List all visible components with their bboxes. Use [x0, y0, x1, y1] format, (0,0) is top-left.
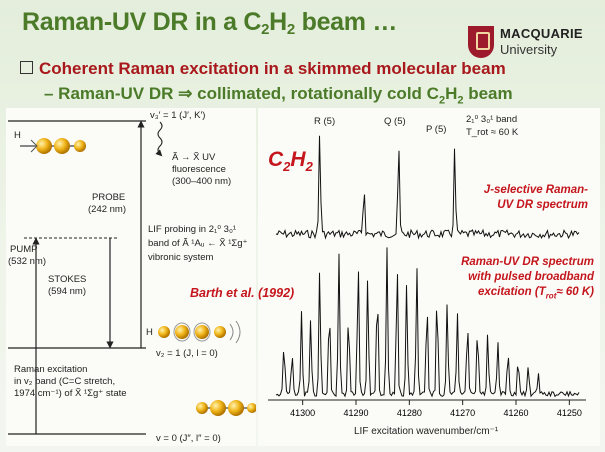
band-label: 2₁⁰ 3₀¹ band: [466, 114, 518, 125]
raman-label-3: 1974 cm⁻¹) of X̃ ¹Σg⁺ state: [14, 388, 127, 399]
energy-diagram-svg: [8, 120, 256, 435]
level-v2-label: v₂ = 1 (J, l = 0): [156, 348, 218, 359]
fluorescence-label-3: (300–400 nm): [172, 176, 232, 187]
checkbox-bullet-icon: [20, 61, 33, 74]
x-tick-label: 41300: [290, 408, 315, 418]
lif-label-3: vibronic system: [148, 252, 214, 263]
pump-label: PUMP: [10, 244, 38, 255]
lif-label-2: band of Ã ¹Aᵤ ← X̃ ¹Σg⁺: [148, 238, 248, 249]
x-ticks: 41300 41290 41280 41270 41260 41250: [290, 400, 582, 418]
bullet-point-1: Coherent Raman excitation in a skimmed m…: [20, 59, 506, 79]
carbon-atom-icon: [210, 400, 226, 416]
carbon-atom-icon: [228, 400, 244, 416]
trace-broadband: [275, 247, 580, 398]
annotation-broadband-1: Raman-UV DR spectrum: [461, 256, 594, 268]
bullet-point-2: – Raman-UV DR ⇒ collimated, rotationally…: [44, 84, 513, 107]
trace-j-selective: [275, 135, 580, 240]
rotational-temperature-label: T_rot ≈ 60 K: [466, 127, 519, 138]
fluorescence-arrow: [155, 121, 163, 157]
hydrogen-atom-icon: [74, 140, 86, 152]
annotation-j-selective-2: UV DR spectrum: [497, 199, 588, 211]
slide-title: Raman-UV DR in a C2H2 beam …: [22, 8, 398, 38]
annotation-j-selective-1: J-selective Raman-: [483, 184, 588, 196]
x-axis-label: LIF excitation wavenumber/cm⁻¹: [354, 426, 499, 437]
crest-icon: [468, 26, 494, 58]
raman-label-1: Raman excitation: [14, 364, 88, 375]
hydrogen-atom-icon: [196, 402, 208, 414]
probe-label: PROBE: [92, 192, 126, 203]
level-ground-label: v = 0 (J″, l″ = 0): [156, 433, 221, 444]
vibration-icon: [229, 320, 241, 344]
carbon-atom-icon: [36, 138, 52, 154]
molecule-label: C2H2: [268, 148, 313, 175]
level-upper-label: v₃′ = 1 (J′, K′): [150, 110, 206, 121]
hydrogen-atom-icon: [158, 326, 170, 338]
annotation-broadband-2: with pulsed broadband: [468, 271, 594, 283]
logo-name: MACQUARIE: [500, 26, 583, 41]
x-tick-label: 41260: [503, 408, 528, 418]
h-label: H: [146, 327, 153, 338]
spectra-panel: 41300 41290 41280 41270 41260 41250 C2H2 R (5…: [258, 108, 600, 446]
probe-wavelength: (242 nm): [88, 204, 127, 215]
fluorescence-label-1: Ã → X̃ UV: [172, 152, 216, 163]
peak-label-r5: R (5): [314, 116, 336, 127]
fluorescence-label-2: fluorescence: [172, 164, 226, 175]
spectra-svg: 41300 41290 41280 41270 41260 41250: [268, 135, 586, 418]
h-label: H: [14, 130, 21, 141]
x-tick-label: 41280: [397, 408, 422, 418]
carbon-atom-icon: [54, 138, 70, 154]
stokes-label: STOKES: [48, 274, 87, 285]
carbon-atom-icon: [195, 325, 209, 339]
university-logo: MACQUARIE University: [468, 26, 592, 60]
lif-label-1: LIF probing in 2₁⁰ 3₀¹: [148, 224, 237, 235]
carbon-atom-icon: [175, 325, 189, 339]
x-tick-label: 41290: [343, 408, 368, 418]
x-tick-label: 41250: [557, 408, 582, 418]
pump-wavelength: (532 nm): [8, 256, 47, 267]
stokes-wavelength: (594 nm): [48, 286, 87, 297]
vibration-icon: [30, 139, 38, 153]
hydrogen-atom-icon: [247, 403, 256, 413]
citation: Barth et al. (1992): [190, 286, 295, 300]
annotation-broadband-3: excitation (Trot≈ 60 K): [477, 286, 594, 301]
logo-subname: University: [500, 42, 558, 57]
peak-label-q5: Q (5): [384, 116, 406, 127]
energy-level-diagram: v₃′ = 1 (J′, K′) H Ã → X̃ UV fluorescenc…: [6, 108, 256, 446]
hydrogen-atom-icon: [214, 326, 226, 338]
x-tick-label: 41270: [450, 408, 475, 418]
raman-label-2: in v₂ band (C=C stretch,: [14, 376, 116, 387]
peak-label-p5: P (5): [426, 124, 447, 135]
